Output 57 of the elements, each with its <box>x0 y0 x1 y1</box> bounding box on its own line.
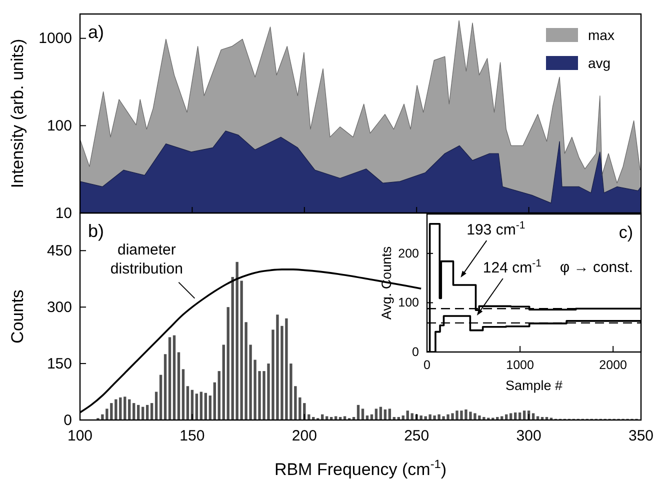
bar <box>159 374 162 420</box>
bar <box>172 335 176 420</box>
bar <box>204 392 208 420</box>
bar <box>195 394 198 420</box>
legend-label: max <box>588 27 614 43</box>
x-tick-label: 2000 <box>599 358 628 372</box>
annotation: diameter distribution <box>110 241 183 278</box>
bar <box>208 396 212 420</box>
bar <box>388 408 392 420</box>
bar <box>128 399 131 420</box>
y-tick-label: 10 <box>55 204 72 222</box>
bar <box>124 396 126 420</box>
x-tick-label: 1000 <box>506 358 534 372</box>
x-tick-label: 250 <box>404 428 430 445</box>
bar <box>154 392 158 420</box>
x-tick-label: 100 <box>67 428 93 445</box>
y-tick-label: 0 <box>412 345 420 359</box>
bar <box>186 386 190 420</box>
x-tick-label: 200 <box>292 428 317 445</box>
annotation: c) <box>618 223 633 242</box>
bar <box>168 337 172 420</box>
y-tick-label: 0 <box>64 412 72 429</box>
y-tick-label: 300 <box>46 298 72 316</box>
y-tick-label: 450 <box>46 242 72 260</box>
annotation: 124 cm$^{-1}$ <box>482 257 542 276</box>
y-axis-title: Avg. Counts <box>379 246 394 320</box>
bar <box>213 382 216 420</box>
bar <box>150 403 154 420</box>
x-tick-label: 0 <box>424 358 431 372</box>
x-axis-title: Sample # <box>505 378 563 393</box>
bar <box>137 404 140 420</box>
x-tick-label: 300 <box>516 428 542 445</box>
annotation: b) <box>88 221 104 241</box>
bar <box>222 344 225 420</box>
x-axis-title: RBM Frequency (cm$^{-1}$) <box>274 457 447 479</box>
bar <box>146 404 149 420</box>
bar <box>177 352 180 420</box>
bar <box>132 403 136 420</box>
y-axis-title: Counts <box>8 290 27 344</box>
annotation: 193 cm$^{-1}$ <box>466 220 526 239</box>
y-tick-label: 100 <box>46 117 72 134</box>
annotation: φ → const. <box>560 258 633 276</box>
bar <box>218 371 220 420</box>
annotation: a) <box>88 22 104 42</box>
bar <box>200 392 203 420</box>
x-tick-label: 350 <box>628 428 654 445</box>
y-axis-title: Intensity (arb. units) <box>8 38 27 188</box>
bar <box>164 354 167 420</box>
y-tick-label: 100 <box>398 296 420 310</box>
legend-label: avg <box>588 55 611 71</box>
bar <box>374 408 378 420</box>
bar <box>361 408 364 420</box>
x-tick-label: 150 <box>180 428 205 445</box>
bar <box>182 369 185 420</box>
y-tick-label: 1000 <box>38 30 72 48</box>
bar <box>356 404 360 420</box>
y-tick-label: 200 <box>398 246 420 260</box>
